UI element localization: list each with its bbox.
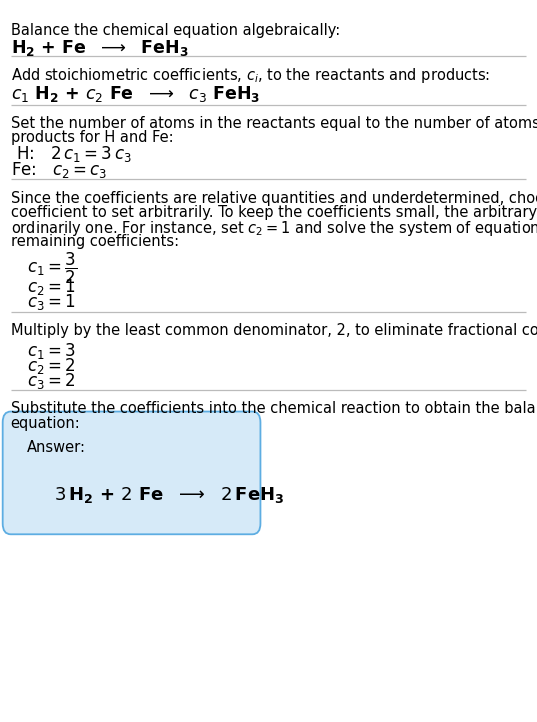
Text: $c_1 = \dfrac{3}{2}$: $c_1 = \dfrac{3}{2}$	[27, 251, 77, 287]
Text: $c_2 = 2$: $c_2 = 2$	[27, 356, 75, 376]
Text: remaining coefficients:: remaining coefficients:	[11, 234, 179, 249]
Text: Substitute the coefficients into the chemical reaction to obtain the balanced: Substitute the coefficients into the che…	[11, 401, 537, 417]
FancyBboxPatch shape	[3, 412, 260, 534]
Text: Answer:: Answer:	[27, 440, 86, 456]
Text: Balance the chemical equation algebraically:: Balance the chemical equation algebraica…	[11, 23, 340, 38]
Text: $3\,\mathregular{H_2}$ + $2$ Fe  $\longrightarrow$  $2\,\mathregular{FeH_3}$: $3\,\mathregular{H_2}$ + $2$ Fe $\longri…	[54, 485, 284, 505]
Text: Fe:   $c_2 = c_3$: Fe: $c_2 = c_3$	[11, 160, 107, 180]
Text: coefficient to set arbitrarily. To keep the coefficients small, the arbitrary va: coefficient to set arbitrarily. To keep …	[11, 205, 537, 220]
Text: Multiply by the least common denominator, 2, to eliminate fractional coefficient: Multiply by the least common denominator…	[11, 323, 537, 339]
Text: $c_3 = 2$: $c_3 = 2$	[27, 371, 75, 391]
Text: Since the coefficients are relative quantities and underdetermined, choose a: Since the coefficients are relative quan…	[11, 191, 537, 206]
Text: $c_3 = 1$: $c_3 = 1$	[27, 292, 75, 313]
Text: ordinarily one. For instance, set $c_2 = 1$ and solve the system of equations fo: ordinarily one. For instance, set $c_2 =…	[11, 219, 537, 238]
Text: Add stoichiometric coefficients, $c_i$, to the reactants and products:: Add stoichiometric coefficients, $c_i$, …	[11, 66, 490, 85]
Text: $c_1$ $\mathregular{H_2}$ + $c_2$ Fe  $\longrightarrow$  $c_3$ $\mathregular{FeH: $c_1$ $\mathregular{H_2}$ + $c_2$ Fe $\l…	[11, 84, 260, 105]
Text: Set the number of atoms in the reactants equal to the number of atoms in the: Set the number of atoms in the reactants…	[11, 116, 537, 131]
Text: $c_1 = 3$: $c_1 = 3$	[27, 341, 76, 361]
Text: products for H and Fe:: products for H and Fe:	[11, 130, 173, 145]
Text: equation:: equation:	[11, 416, 81, 431]
Text: $c_2 = 1$: $c_2 = 1$	[27, 277, 75, 297]
Text: $\mathregular{H_2}$ + Fe  $\longrightarrow$  $\mathregular{FeH_3}$: $\mathregular{H_2}$ + Fe $\longrightarro…	[11, 38, 188, 58]
Text: H:   $2\,c_1 = 3\,c_3$: H: $2\,c_1 = 3\,c_3$	[11, 144, 132, 165]
